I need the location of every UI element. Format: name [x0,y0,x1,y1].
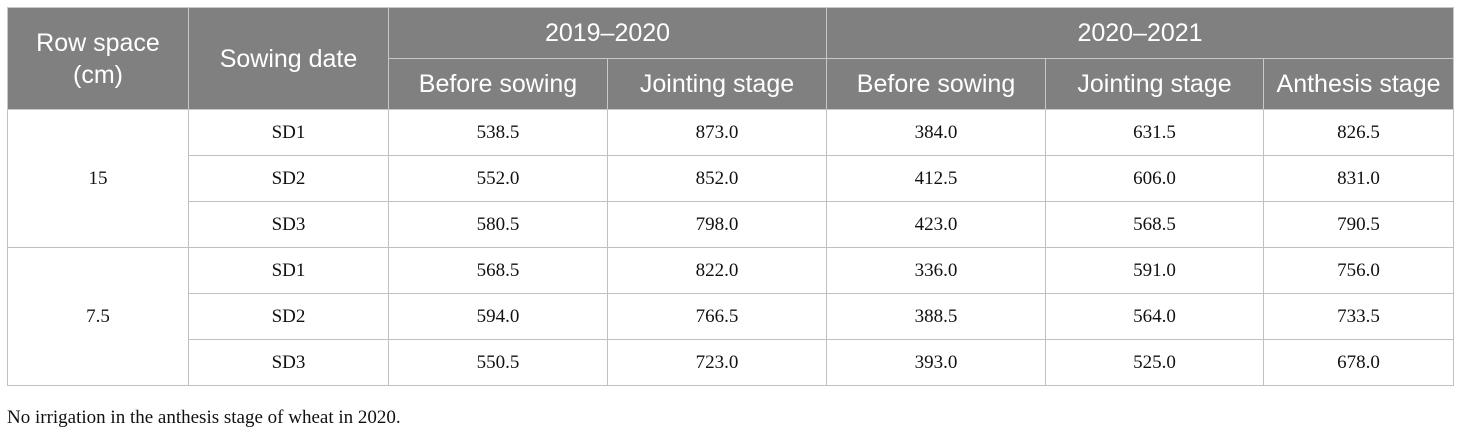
table-row: SD2 552.0 852.0 412.5 606.0 831.0 [8,155,1455,202]
header-row-space-line1: Row space [36,28,160,57]
value-cell: 525.0 [1045,339,1265,386]
sowing-date-cell: SD2 [188,155,389,202]
header-y1-before-sowing: Before sowing [388,58,608,110]
value-cell: 723.0 [606,339,828,386]
value-cell: 873.0 [606,109,828,156]
value-cell: 756.0 [1263,247,1455,294]
header-y1-jointing-stage: Jointing stage [606,58,828,110]
header-year-2019-2020: 2019–2020 [387,7,828,59]
value-cell: 580.5 [388,201,608,248]
value-cell: 631.5 [1045,109,1265,156]
value-cell: 412.5 [826,155,1047,202]
value-cell: 798.0 [606,201,828,248]
table-row: SD3 580.5 798.0 423.0 568.5 790.5 [8,201,1455,248]
header-row-space: Row space (cm) [7,7,189,110]
value-cell: 538.5 [388,109,608,156]
value-cell: 550.5 [388,339,608,386]
value-cell: 822.0 [606,247,828,294]
value-cell: 423.0 [826,201,1047,248]
value-cell: 831.0 [1263,155,1455,202]
value-cell: 733.5 [1263,293,1455,340]
value-cell: 594.0 [388,293,608,340]
value-cell: 336.0 [826,247,1047,294]
header-row-space-line2: (cm) [73,60,123,89]
sowing-date-cell: SD2 [188,293,389,340]
header-y2-jointing-stage: Jointing stage [1045,58,1265,110]
sowing-date-cell: SD3 [188,339,389,386]
value-cell: 564.0 [1045,293,1265,340]
data-table: Row space (cm) Sowing date 2019–2020 202… [7,7,1455,386]
table-row: 7.5 SD1 568.5 822.0 336.0 591.0 756.0 [7,247,1455,386]
value-cell: 591.0 [1045,247,1265,294]
table-row: SD2 594.0 766.5 388.5 564.0 733.5 [8,293,1455,340]
table-body: 15 SD1 538.5 873.0 384.0 631.5 826.5 SD2… [7,109,1455,386]
header-y2-anthesis-stage: Anthesis stage [1263,58,1455,110]
sowing-date-cell: SD1 [188,247,389,294]
table-row: 15 SD1 538.5 873.0 384.0 631.5 826.5 [7,109,1455,248]
value-cell: 790.5 [1263,201,1455,248]
row-space-cell: 7.5 [7,247,189,386]
row-space-cell: 15 [7,109,189,248]
header-year-2020-2021: 2020–2021 [826,7,1455,59]
table-row: SD3 550.5 723.0 393.0 525.0 678.0 [8,339,1455,386]
header-sowing-date: Sowing date [188,7,389,110]
value-cell: 606.0 [1045,155,1265,202]
value-cell: 826.5 [1263,109,1455,156]
data-table-container: Row space (cm) Sowing date 2019–2020 202… [7,7,1455,386]
table-footnote: No irrigation in the anthesis stage of w… [7,407,401,428]
header-y2-before-sowing: Before sowing [826,58,1047,110]
sowing-date-cell: SD1 [188,109,389,156]
table-header: Row space (cm) Sowing date 2019–2020 202… [7,7,1455,110]
value-cell: 384.0 [826,109,1047,156]
value-cell: 388.5 [826,293,1047,340]
sowing-date-cell: SD3 [188,201,389,248]
value-cell: 568.5 [1045,201,1265,248]
value-cell: 568.5 [388,247,608,294]
value-cell: 766.5 [606,293,828,340]
value-cell: 552.0 [388,155,608,202]
value-cell: 852.0 [606,155,828,202]
value-cell: 393.0 [826,339,1047,386]
value-cell: 678.0 [1263,339,1455,386]
